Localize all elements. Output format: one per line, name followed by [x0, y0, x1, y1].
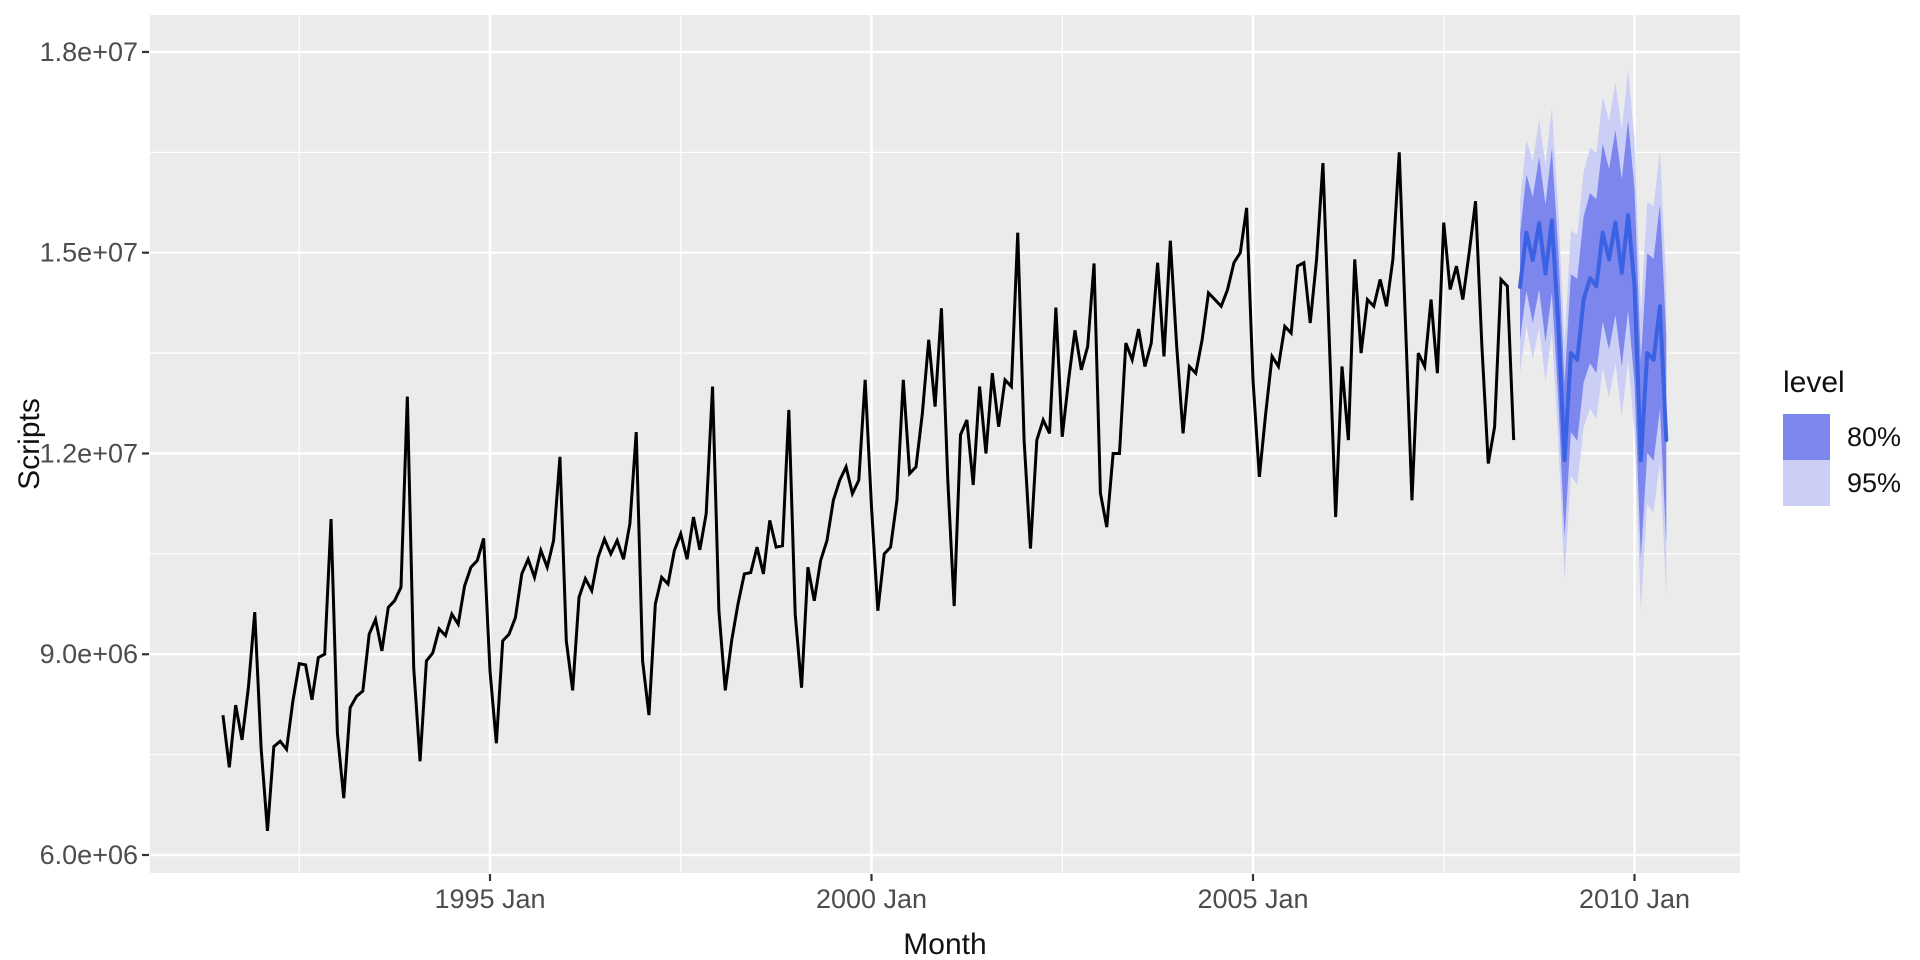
legend-label-80: 80%: [1847, 421, 1902, 452]
y-tick-label: 9.0e+06: [40, 639, 138, 669]
x-tick-label: 2000 Jan: [816, 884, 927, 914]
forecast-mean-line: [1518, 213, 1669, 463]
legend-title: level: [1783, 366, 1845, 399]
y-tick-label: 1.5e+07: [40, 238, 138, 268]
historical-line: [221, 152, 1516, 832]
y-tick-label: 6.0e+06: [40, 840, 138, 870]
x-tick-label: 2005 Jan: [1197, 884, 1308, 914]
legend-entry-80: 80%: [1783, 414, 1901, 460]
legend: level 80% 95%: [1783, 366, 1901, 506]
legend-swatch-80-icon: [1783, 414, 1830, 460]
x-tick-label: 1995 Jan: [434, 884, 545, 914]
x-tick-label: 2010 Jan: [1579, 884, 1690, 914]
x-axis-title: Month: [903, 928, 987, 960]
y-tick-label: 1.8e+07: [40, 37, 138, 67]
legend-entry-95: 95%: [1783, 460, 1901, 506]
y-axis-title: Scripts: [13, 398, 46, 490]
legend-label-95: 95%: [1847, 467, 1902, 498]
y-tick-label: 1.2e+07: [40, 438, 138, 468]
legend-swatch-95-icon: [1783, 460, 1830, 506]
